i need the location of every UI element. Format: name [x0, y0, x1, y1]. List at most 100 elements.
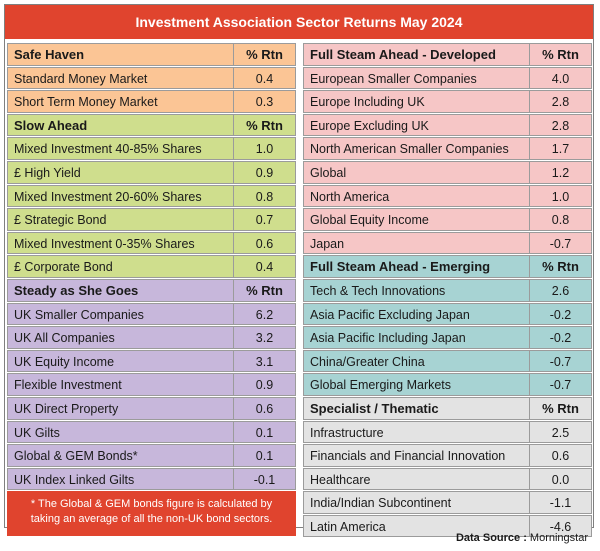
section-title: Specialist / Thematic — [303, 396, 530, 420]
sector-name: Tech & Tech Innovations — [303, 278, 530, 302]
table-row: Latin America -4.6 — [303, 514, 592, 538]
table-row: Short Term Money Market 0.3 — [7, 90, 296, 113]
table-row: Europe Including UK 2.8 — [303, 90, 592, 113]
sector-return: 0.8 — [234, 184, 296, 208]
section-title: Full Steam Ahead - Emerging — [303, 255, 530, 278]
section-title: Slow Ahead — [7, 113, 234, 137]
sector-name: £ High Yield — [7, 160, 234, 184]
rtn-column-header: % Rtn — [530, 255, 592, 278]
table-row: Healthcare 0.0 — [303, 467, 592, 491]
sector-return: 0.4 — [234, 255, 296, 278]
sector-return: 1.7 — [530, 137, 592, 160]
sector-return: -0.2 — [530, 302, 592, 326]
sector-name: India/Indian Subcontinent — [303, 491, 530, 514]
sector-return: 2.8 — [530, 90, 592, 113]
sector-name: Japan — [303, 231, 530, 255]
table-row: £ Strategic Bond 0.7 — [7, 208, 296, 231]
sector-name: UK Index Linked Gilts — [7, 467, 234, 491]
sector-name: UK All Companies — [7, 326, 234, 349]
table-row: North American Smaller Companies 1.7 — [303, 137, 592, 160]
sector-return: -1.1 — [530, 491, 592, 514]
sector-name: Latin America — [303, 514, 530, 538]
sector-name: Global & GEM Bonds* — [7, 444, 234, 467]
table-row: Standard Money Market 0.4 — [7, 66, 296, 90]
sector-return: 0.4 — [234, 66, 296, 90]
sector-return: -0.7 — [530, 373, 592, 396]
table-row: Mixed Investment 0-35% Shares 0.6 — [7, 231, 296, 255]
table-row: UK All Companies 3.2 — [7, 326, 296, 349]
sector-name: UK Gilts — [7, 420, 234, 444]
table-row: Tech & Tech Innovations 2.6 — [303, 278, 592, 302]
sector-returns-table: Investment Association Sector Returns Ma… — [4, 4, 594, 538]
sector-return: 0.6 — [234, 396, 296, 420]
sector-return: -0.7 — [530, 349, 592, 373]
table-row: Global & GEM Bonds* 0.1 — [7, 444, 296, 467]
table-row: Financials and Financial Innovation 0.6 — [303, 444, 592, 467]
sector-return: -0.1 — [234, 467, 296, 491]
sector-name: Infrastructure — [303, 420, 530, 444]
sector-return: 1.0 — [234, 137, 296, 160]
table-row: UK Equity Income 3.1 — [7, 349, 296, 373]
sector-return: 0.9 — [234, 160, 296, 184]
sector-return: 3.1 — [234, 349, 296, 373]
sector-return: 0.8 — [530, 208, 592, 231]
sector-return: 1.0 — [530, 184, 592, 208]
table-row: Infrastructure 2.5 — [303, 420, 592, 444]
sector-return: -0.2 — [530, 326, 592, 349]
sector-return: 4.0 — [530, 66, 592, 90]
rtn-column-header: % Rtn — [234, 43, 296, 66]
table-row: Global Emerging Markets -0.7 — [303, 373, 592, 396]
sector-name: Asia Pacific Excluding Japan — [303, 302, 530, 326]
table-row: £ High Yield 0.9 — [7, 160, 296, 184]
table-row: UK Index Linked Gilts -0.1 — [7, 467, 296, 491]
sector-name: Standard Money Market — [7, 66, 234, 90]
table-row: China/Greater China -0.7 — [303, 349, 592, 373]
rtn-column-header: % Rtn — [530, 396, 592, 420]
sector-return: 2.6 — [530, 278, 592, 302]
sector-name: UK Smaller Companies — [7, 302, 234, 326]
sector-return: -4.6 — [530, 514, 592, 538]
rtn-column-header: % Rtn — [234, 113, 296, 137]
sector-return: 6.2 — [234, 302, 296, 326]
section-header-full-steam-ahead-developed: Full Steam Ahead - Developed% Rtn — [303, 43, 592, 66]
rtn-column-header: % Rtn — [530, 43, 592, 66]
data-source: Data Source : Morningstar — [456, 532, 588, 544]
sector-name: Flexible Investment — [7, 373, 234, 396]
table-row: Asia Pacific Excluding Japan -0.2 — [303, 302, 592, 326]
sector-name: £ Corporate Bond — [7, 255, 234, 278]
table-row: UK Direct Property 0.6 — [7, 396, 296, 420]
data-source-label: Data Source : — [455, 532, 530, 544]
table-row: UK Smaller Companies 6.2 — [7, 302, 296, 326]
sector-return: 2.8 — [530, 113, 592, 137]
sector-return: 0.1 — [234, 420, 296, 444]
sector-return: -0.7 — [530, 231, 592, 255]
sector-name: Short Term Money Market — [7, 90, 234, 113]
table-row: £ Corporate Bond 0.4 — [7, 255, 296, 278]
sector-return: 0.1 — [234, 444, 296, 467]
sector-name: Global Emerging Markets — [303, 373, 530, 396]
section-title: Full Steam Ahead - Developed — [303, 43, 530, 66]
sector-name: China/Greater China — [303, 349, 530, 373]
sector-return: 0.9 — [234, 373, 296, 396]
sector-name: North American Smaller Companies — [303, 137, 530, 160]
section-header-full-steam-ahead-emerging: Full Steam Ahead - Emerging% Rtn — [303, 255, 592, 278]
section-header-steady-as-she-goes: Steady as She Goes% Rtn — [7, 278, 296, 302]
section-title: Safe Haven — [7, 43, 234, 66]
table-row: UK Gilts 0.1 — [7, 420, 296, 444]
table-row: Asia Pacific Including Japan -0.2 — [303, 326, 592, 349]
footnote: * The Global & GEM bonds figure is calcu… — [7, 491, 296, 537]
rtn-column-header: % Rtn — [234, 278, 296, 302]
sector-name: Financials and Financial Innovation — [303, 444, 530, 467]
section-header-specialist-thematic: Specialist / Thematic% Rtn — [303, 396, 592, 420]
sector-name: Asia Pacific Including Japan — [303, 326, 530, 349]
table-row: Global Equity Income 0.8 — [303, 208, 592, 231]
sector-name: Global Equity Income — [303, 208, 530, 231]
table-row: Mixed Investment 20-60% Shares 0.8 — [7, 184, 296, 208]
sector-name: North America — [303, 184, 530, 208]
sector-name: Mixed Investment 20-60% Shares — [7, 184, 234, 208]
sector-name: UK Direct Property — [7, 396, 234, 420]
section-header-slow-ahead: Slow Ahead% Rtn — [7, 113, 296, 137]
right-column: Full Steam Ahead - Developed% Rtn Europea… — [303, 43, 592, 538]
sector-name: Global — [303, 160, 530, 184]
sector-return: 0.3 — [234, 90, 296, 113]
